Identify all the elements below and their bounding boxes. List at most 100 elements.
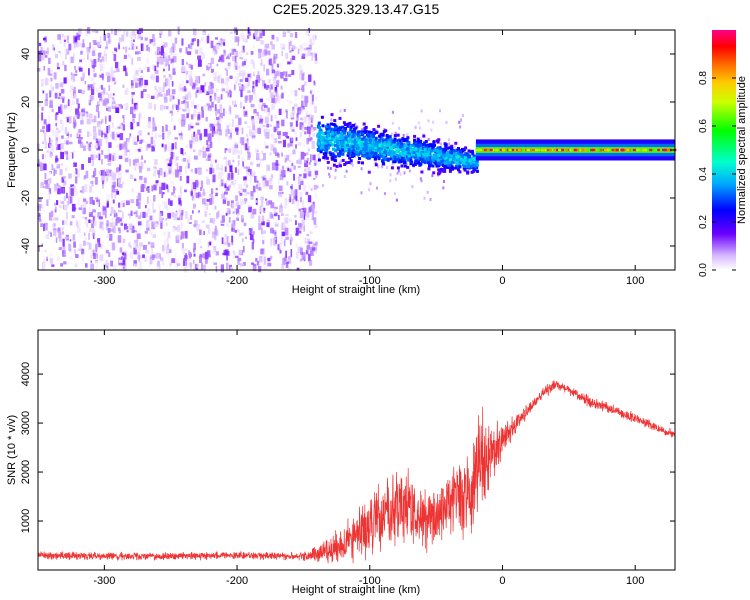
- spectrogram-cell: [297, 106, 301, 115]
- spectrogram-cell: [228, 257, 232, 263]
- spectrogram-cell: [298, 87, 301, 90]
- spectrogram-cell: [437, 162, 441, 166]
- spectrogram-cell: [470, 170, 474, 174]
- spectrogram-cell: [314, 162, 317, 166]
- spectrogram-cell: [123, 54, 127, 59]
- spectrogram-cell: [154, 223, 158, 228]
- spectrogram-cell: [53, 222, 56, 226]
- spectrogram-cell: [256, 184, 258, 189]
- spectrogram-cell: [287, 129, 290, 136]
- spectrogram-cell: [384, 140, 387, 144]
- spectrogram-cell: [390, 152, 394, 156]
- spectrogram-cell: [181, 242, 184, 251]
- spectrogram-cell: [310, 229, 315, 233]
- spectrogram-cell: [269, 58, 273, 66]
- spectrogram-cell: [42, 163, 47, 171]
- spectrogram-cell: [240, 199, 244, 205]
- spectrogram-cell: [40, 183, 44, 189]
- spectrogram-cell: [155, 126, 157, 131]
- spectrogram-cell: [74, 42, 76, 48]
- spectrogram-cell: [50, 84, 53, 92]
- spectrogram-cell: [283, 222, 286, 228]
- spectrogram-cell: [261, 215, 265, 222]
- spectrogram-cell: [295, 120, 298, 127]
- spectrogram-cell: [181, 248, 186, 255]
- spectrogram-cell: [93, 73, 97, 78]
- spectrogram-cell: [127, 213, 132, 216]
- spectrogram-cell: [57, 188, 61, 195]
- spectrogram-cell: [313, 35, 316, 43]
- spectrogram-cell: [458, 149, 462, 153]
- spectrogram-cell: [94, 168, 97, 176]
- spectrogram-cell: [86, 141, 88, 144]
- spectrogram-cell: [62, 220, 65, 225]
- spectrogram-cell: [289, 58, 293, 65]
- spectrogram-cell: [123, 253, 127, 260]
- spectrogram-cell: [202, 146, 205, 150]
- spectrogram-cell: [93, 42, 98, 46]
- spectrogram-cell: [241, 215, 244, 223]
- spectrogram-cell: [181, 38, 184, 46]
- spectrogram-cell: [400, 164, 404, 168]
- spectrogram-cell: [96, 41, 100, 48]
- spectrogram-cell: [409, 151, 413, 155]
- spectrogram-cell: [159, 104, 164, 111]
- spectrogram-cell: [177, 224, 181, 232]
- spectrogram-cell: [287, 61, 291, 65]
- spectrogram-cell: [171, 143, 175, 150]
- spectrogram-cell: [81, 43, 85, 48]
- spectrogram-cell: [108, 36, 111, 44]
- spectrogram-cell: [45, 234, 50, 239]
- spectrogram-cell: [582, 148, 586, 152]
- spectrogram-cell: [91, 29, 96, 33]
- spectrogram-cell: [279, 249, 282, 254]
- spectrogram-cell: [431, 164, 435, 168]
- spectrogram-cell: [196, 223, 200, 231]
- spectrogram-cell: [250, 161, 254, 166]
- spectrogram-cell: [229, 31, 233, 34]
- spectrogram-cell: [112, 104, 116, 107]
- spectrogram-cell: [48, 212, 52, 221]
- spectrogram-cell: [175, 169, 179, 178]
- x-tick-label: -100: [359, 275, 381, 287]
- spectrogram-cell: [282, 131, 286, 136]
- spectrogram-cell: [123, 264, 126, 269]
- spectrogram-cell: [386, 166, 388, 169]
- spectrogram-cell: [153, 221, 156, 224]
- spectrogram-cell: [354, 122, 357, 126]
- spectrogram-cell: [331, 131, 334, 135]
- spectrogram-cell: [199, 160, 203, 164]
- spectrogram-cell: [166, 89, 168, 96]
- spectrogram-cell: [86, 223, 89, 228]
- spectrogram-cell: [144, 256, 148, 262]
- spectrogram-cell: [56, 137, 58, 142]
- spectrogram-cell: [44, 235, 48, 238]
- spectrogram-cell: [264, 105, 268, 112]
- spectrogram-cell: [234, 144, 238, 148]
- spectrogram-cell: [224, 191, 228, 195]
- spectrogram-cell: [42, 90, 45, 94]
- spectrogram-cell: [110, 260, 113, 267]
- spectrogram-cell: [287, 167, 290, 172]
- spectrogram-cell: [305, 196, 308, 202]
- spectrogram-cell: [169, 99, 172, 102]
- spectrogram-cell: [247, 152, 251, 160]
- spectrogram-cell: [174, 226, 178, 231]
- spectrogram-cell: [479, 148, 482, 152]
- spectrogram-cell: [395, 147, 399, 151]
- spectrogram-cell: [200, 180, 204, 189]
- spectrogram-cell: [60, 143, 64, 150]
- spectrogram-cell: [190, 184, 193, 189]
- spectrogram-cell: [107, 263, 109, 270]
- spectrogram-cell: [195, 207, 198, 211]
- spectrogram-cell: [444, 143, 448, 147]
- y-tick-label: -40: [20, 238, 32, 254]
- spectrogram-cell: [252, 238, 255, 244]
- spectrogram-cell: [90, 154, 95, 161]
- spectrogram-cell: [321, 124, 325, 128]
- spectrogram-cell: [91, 50, 96, 57]
- spectrogram-cell: [187, 51, 192, 55]
- spectrogram-cell: [115, 218, 118, 226]
- spectrogram-cell: [49, 100, 53, 108]
- spectrogram-cell: [212, 187, 216, 195]
